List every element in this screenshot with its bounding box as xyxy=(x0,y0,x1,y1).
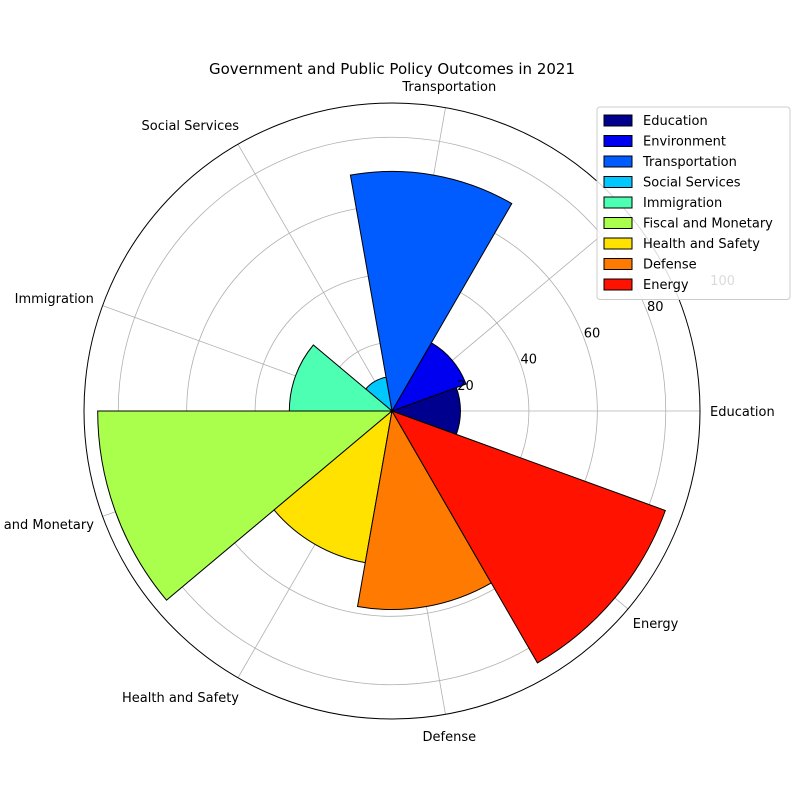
polar-frame xyxy=(83,102,701,720)
legend-label: Environment xyxy=(643,135,726,150)
angle-label: Health and Safety xyxy=(122,691,239,706)
chart-title: Government and Public Policy Outcomes in… xyxy=(209,60,575,78)
legend: Education Environment Transportation Social… xyxy=(596,106,791,300)
legend-swatch xyxy=(603,155,633,168)
bar-energy xyxy=(390,410,666,664)
legend-label: Defense xyxy=(643,258,697,273)
bar-fiscal-and-monetary xyxy=(97,410,394,601)
legend-swatch xyxy=(603,278,633,291)
bars-layer xyxy=(97,170,666,664)
angle-label: Fiscal and Monetary xyxy=(0,518,94,533)
angle-label: Energy xyxy=(633,617,679,632)
r-tick-label: 40 xyxy=(520,353,537,368)
legend-swatch xyxy=(603,237,633,250)
radial-gridline xyxy=(237,144,393,412)
angle-label: Education xyxy=(710,405,775,420)
legend-label: Transportation xyxy=(642,155,737,170)
angle-label: Defense xyxy=(423,730,477,745)
angle-label: Social Services xyxy=(142,119,240,134)
bar-defense xyxy=(356,409,492,610)
angle-label: Transportation xyxy=(401,80,496,95)
angle-label: Immigration xyxy=(15,292,94,307)
bar-immigration xyxy=(288,344,394,412)
legend-swatch xyxy=(603,176,633,188)
legend-label: Education xyxy=(643,114,708,129)
legend-swatch xyxy=(603,258,633,270)
legend-swatch xyxy=(603,196,633,209)
bar-transportation xyxy=(349,170,513,413)
bar-health-and-safety xyxy=(273,409,393,564)
r-tick-label: 60 xyxy=(584,326,601,341)
legend-label: Fiscal and Monetary xyxy=(643,217,773,232)
r-tick-label: 20 xyxy=(457,379,474,394)
legend-label: Immigration xyxy=(643,196,722,211)
legend-label: Health and Safety xyxy=(643,237,760,252)
legend-swatch xyxy=(603,135,633,147)
legend-swatch xyxy=(603,217,633,229)
legend-box xyxy=(596,106,791,300)
r-tick-label: 80 xyxy=(647,300,664,315)
legend-swatch xyxy=(603,114,633,127)
legend-label: Social Services xyxy=(643,176,741,191)
legend-label: Energy xyxy=(643,278,689,293)
